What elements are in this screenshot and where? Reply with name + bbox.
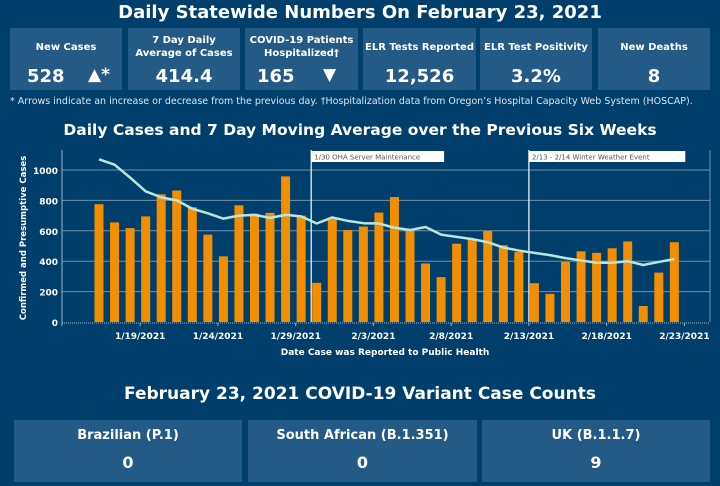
bar <box>607 248 617 322</box>
card-label: New Cases <box>35 41 97 53</box>
hospitalized-card: COVID-19 Patients Hospitalized† 165 ▼ <box>245 28 358 90</box>
bar <box>529 283 539 322</box>
card-label: New Deaths <box>620 41 688 53</box>
variant-label: UK (B.1.1.7) <box>551 428 641 443</box>
x-tick-label: 1/29/2021 <box>270 332 320 342</box>
bar <box>296 215 306 322</box>
y-tick-label: 200 <box>39 289 58 299</box>
card-label: COVID-19 Patients Hospitalized† <box>249 35 354 59</box>
new-deaths-card: New Deaths 8 <box>598 28 710 90</box>
bar <box>623 241 633 322</box>
bar <box>187 207 197 322</box>
y-tick-label: 400 <box>39 258 58 268</box>
bar <box>498 245 508 322</box>
test-positivity-card: ELR Test Positivity 3.2% <box>480 28 592 90</box>
bar <box>94 204 104 322</box>
bar <box>156 194 166 322</box>
bar <box>483 230 493 322</box>
variant-card-brazilian: Brazilian (P.1) 0 <box>14 420 242 482</box>
variants-title: February 23, 2021 COVID-19 Variant Case … <box>124 384 596 404</box>
x-axis-label: Date Case was Reported to Public Health <box>281 348 490 358</box>
x-tick-label: 2/18/2021 <box>581 332 631 342</box>
card-label: ELR Test Positivity <box>484 41 588 53</box>
up-arrow-icon: ▲* <box>88 65 110 85</box>
bar <box>452 243 462 322</box>
card-label: 7 Day Daily Average of Cases <box>135 35 233 59</box>
bar <box>234 205 244 322</box>
bar <box>576 251 586 322</box>
bar <box>374 212 384 322</box>
variant-label: South African (B.1.351) <box>276 428 449 443</box>
bar <box>218 256 228 322</box>
bar <box>358 226 368 322</box>
bar <box>141 216 151 322</box>
bar <box>514 252 524 322</box>
bar <box>405 230 415 322</box>
bar <box>110 222 120 322</box>
x-tick-label: 2/3/2021 <box>351 332 395 342</box>
card-value: 3.2% <box>511 66 561 87</box>
variant-card-uk: UK (B.1.1.7) 9 <box>482 420 710 482</box>
bar <box>250 213 259 322</box>
bar <box>389 197 399 322</box>
variant-label: Brazilian (P.1) <box>77 428 179 443</box>
y-tick-label: 0 <box>52 319 58 329</box>
x-tick-label: 2/23/2021 <box>659 332 709 342</box>
card-value: 528 <box>27 66 65 87</box>
variant-card-south-african: South African (B.1.351) 0 <box>248 420 477 482</box>
bar <box>172 190 182 322</box>
bar <box>281 176 291 322</box>
bar <box>654 272 664 322</box>
card-value: 8 <box>647 66 661 87</box>
bar <box>669 242 679 322</box>
cases-chart: Confirmed and Presumptive Cases Date Cas… <box>19 150 711 358</box>
card-value: 414.4 <box>155 66 213 87</box>
bar <box>467 239 477 322</box>
moving-average-line <box>98 158 675 267</box>
annotation-box <box>311 151 445 162</box>
bar <box>545 293 555 322</box>
variant-value: 9 <box>590 453 602 472</box>
card-label: ELR Tests Reported <box>365 41 474 53</box>
bar <box>125 228 135 322</box>
annotation-box <box>528 151 686 162</box>
bar <box>343 230 353 322</box>
down-arrow-icon: ▼ <box>323 65 337 85</box>
y-tick-label: 800 <box>39 197 58 207</box>
page-title: Daily Statewide Numbers On February 23, … <box>118 2 602 23</box>
y-axis-label: Confirmed and Presumptive Cases <box>19 156 29 320</box>
bar <box>327 217 337 322</box>
y-tick-label: 1000 <box>33 167 58 177</box>
bar <box>312 282 322 322</box>
x-tick-label: 2/13/2021 <box>504 332 554 342</box>
variant-value: 0 <box>122 453 134 472</box>
elr-tests-card: ELR Tests Reported 12,526 <box>363 28 476 90</box>
footnote: * Arrows indicate an increase or decreas… <box>10 96 693 107</box>
annotation-label: 1/30 OHA Server Maintenance <box>314 154 420 162</box>
annotation-label: 2/13 - 2/14 Winter Weather Event <box>532 154 650 162</box>
new-cases-card: New Cases 528 ▲* <box>10 28 122 90</box>
bar <box>203 234 213 322</box>
card-value: 12,526 <box>384 66 455 87</box>
bar <box>638 306 648 322</box>
bar <box>436 277 446 322</box>
x-tick-label: 1/19/2021 <box>115 332 165 342</box>
bar <box>561 261 570 322</box>
chart-title: Daily Cases and 7 Day Moving Average ove… <box>63 121 657 139</box>
variant-value: 0 <box>356 453 369 472</box>
x-tick-label: 1/24/2021 <box>193 332 243 342</box>
bar <box>592 252 602 322</box>
card-value: 165 <box>257 66 295 87</box>
bar <box>421 263 431 322</box>
x-tick-label: 2/8/2021 <box>429 332 473 342</box>
bar <box>265 212 275 322</box>
y-tick-label: 600 <box>39 228 58 238</box>
seven-day-average-card: 7 Day Daily Average of Cases 414.4 <box>128 28 240 90</box>
